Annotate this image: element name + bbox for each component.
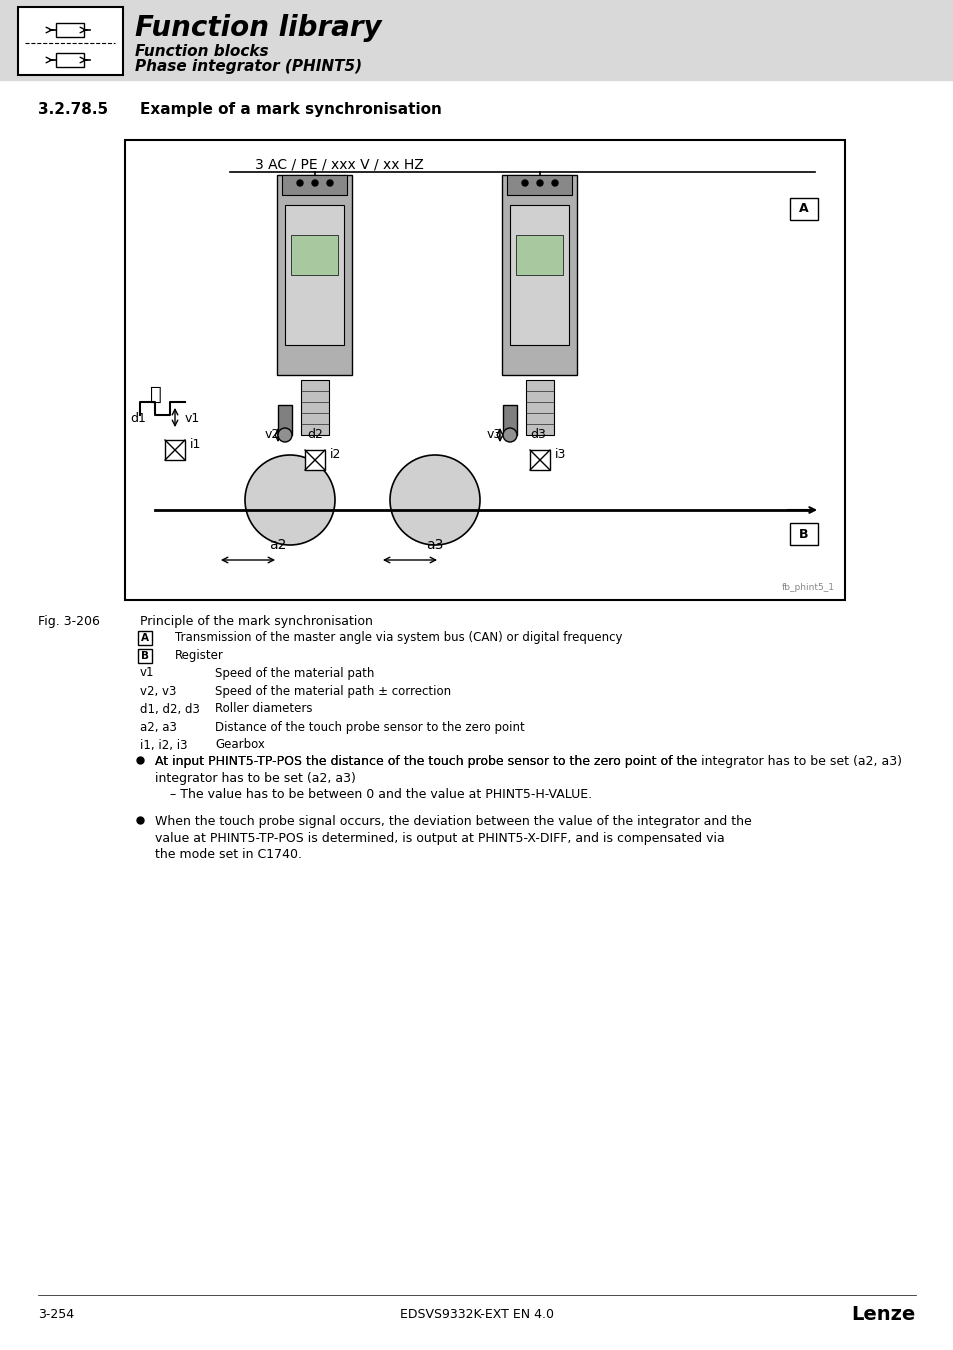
Bar: [292, 235, 338, 275]
Circle shape: [245, 455, 335, 545]
Text: Transmission of the master angle via system bus (CAN) or digital frequency: Transmission of the master angle via sys…: [174, 630, 622, 644]
Text: Principle of the mark synchronisation: Principle of the mark synchronisation: [140, 616, 373, 628]
Circle shape: [312, 180, 317, 186]
Text: A: A: [141, 633, 149, 643]
Text: Speed of the material path ± correction: Speed of the material path ± correction: [214, 684, 451, 698]
Text: B: B: [141, 651, 149, 661]
Text: Function blocks: Function blocks: [135, 45, 269, 59]
Bar: [56, 23, 84, 36]
Bar: [138, 630, 152, 645]
Text: i3: i3: [555, 448, 566, 462]
Text: 3.2.78.5: 3.2.78.5: [38, 103, 108, 117]
Text: At input PHINT5-TP-POS the distance of the touch probe sensor to the zero point : At input PHINT5-TP-POS the distance of t…: [154, 755, 901, 768]
Text: Function library: Function library: [135, 14, 381, 42]
Text: v3: v3: [486, 428, 501, 441]
Circle shape: [537, 180, 542, 186]
Text: EDSVS9332K-EXT EN 4.0: EDSVS9332K-EXT EN 4.0: [399, 1308, 554, 1322]
Text: B: B: [799, 528, 808, 540]
Text: i1, i2, i3: i1, i2, i3: [140, 738, 188, 752]
Text: d3: d3: [530, 428, 545, 441]
Bar: [56, 53, 84, 68]
Circle shape: [277, 428, 292, 441]
Text: v1: v1: [185, 412, 200, 424]
Text: Lenze: Lenze: [851, 1305, 915, 1324]
Bar: [0, 0, 953, 80]
Text: Gearbox: Gearbox: [214, 738, 265, 752]
Text: Distance of the touch probe sensor to the zero point: Distance of the touch probe sensor to th…: [214, 721, 524, 733]
Bar: [138, 649, 152, 663]
Text: d2: d2: [307, 428, 322, 441]
Bar: [277, 176, 352, 375]
Text: value at PHINT5-TP-POS is determined, is output at PHINT5-X-DIFF, and is compens: value at PHINT5-TP-POS is determined, is…: [154, 832, 724, 845]
Text: 3-254: 3-254: [38, 1308, 74, 1322]
Bar: [282, 176, 347, 194]
Bar: [502, 405, 517, 435]
Bar: [789, 522, 817, 545]
Text: Fig. 3-206: Fig. 3-206: [38, 616, 100, 628]
Text: i1: i1: [190, 439, 201, 451]
Bar: [285, 205, 344, 346]
Text: d1, d2, d3: d1, d2, d3: [140, 702, 200, 716]
Text: ⏹: ⏹: [150, 385, 162, 404]
Text: a3: a3: [426, 539, 443, 552]
Text: Speed of the material path: Speed of the material path: [214, 667, 374, 679]
Text: the mode set in C1740.: the mode set in C1740.: [154, 848, 302, 861]
Text: v2: v2: [265, 428, 280, 441]
Text: – The value has to be between 0 and the value at PHINT5-H-VALUE.: – The value has to be between 0 and the …: [170, 788, 592, 801]
Bar: [789, 198, 817, 220]
Text: d1: d1: [130, 412, 146, 424]
Bar: [507, 176, 572, 194]
Text: When the touch probe signal occurs, the deviation between the value of the integ: When the touch probe signal occurs, the …: [154, 815, 751, 828]
Bar: [305, 450, 325, 470]
Bar: [125, 140, 844, 599]
Text: integrator has to be set (a2, a3): integrator has to be set (a2, a3): [154, 772, 355, 784]
Bar: [165, 440, 185, 460]
Bar: [18, 7, 123, 76]
Text: v2, v3: v2, v3: [140, 684, 176, 698]
Text: Example of a mark synchronisation: Example of a mark synchronisation: [140, 103, 441, 117]
Bar: [525, 379, 554, 435]
Text: Phase integrator (PHINT5): Phase integrator (PHINT5): [135, 59, 362, 74]
Text: At input PHINT5-TP-POS the distance of the touch probe sensor to the zero point : At input PHINT5-TP-POS the distance of t…: [154, 755, 697, 768]
Text: Roller diameters: Roller diameters: [214, 702, 313, 716]
Bar: [510, 205, 569, 346]
Bar: [530, 450, 550, 470]
Circle shape: [552, 180, 558, 186]
Text: fb_phint5_1: fb_phint5_1: [781, 583, 834, 593]
Text: a2: a2: [269, 539, 287, 552]
Circle shape: [390, 455, 479, 545]
Text: A: A: [799, 202, 808, 216]
Bar: [516, 235, 563, 275]
Circle shape: [327, 180, 333, 186]
Text: 3 AC / PE / xxx V / xx HZ: 3 AC / PE / xxx V / xx HZ: [254, 158, 423, 171]
Bar: [277, 405, 292, 435]
Circle shape: [521, 180, 527, 186]
Bar: [301, 379, 329, 435]
Text: Register: Register: [174, 648, 224, 662]
Bar: [502, 176, 577, 375]
Circle shape: [502, 428, 517, 441]
Text: v1: v1: [140, 667, 154, 679]
Circle shape: [296, 180, 303, 186]
Text: i2: i2: [330, 448, 341, 462]
Text: a2, a3: a2, a3: [140, 721, 176, 733]
